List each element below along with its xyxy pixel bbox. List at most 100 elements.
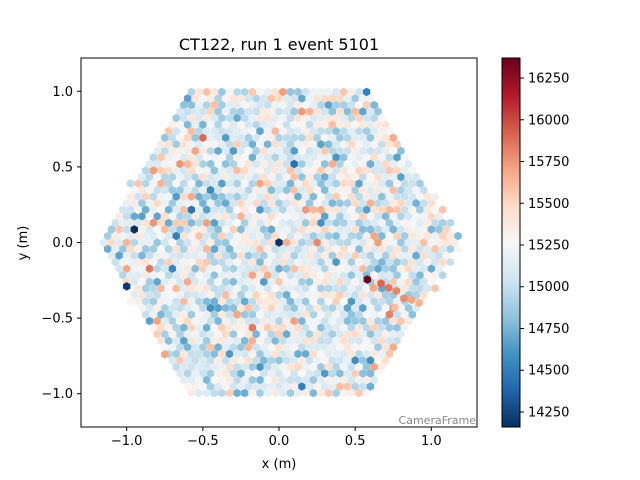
camera-pixel: [233, 323, 241, 332]
camera-pixel: [161, 159, 169, 169]
camera-pixel: [397, 212, 405, 221]
camera-pixel: [286, 153, 295, 162]
camera-pixel: [355, 140, 363, 149]
camera-pixel: [317, 100, 325, 110]
camera-pixel: [237, 316, 245, 326]
camera-pixel: [290, 120, 298, 129]
camera-pixel: [381, 120, 390, 129]
camera-pixel: [340, 113, 348, 123]
camera-pixel: [267, 120, 276, 129]
camera-pixel: [172, 179, 180, 188]
camera-pixel: [187, 349, 196, 359]
camera-pixel: [164, 153, 173, 162]
camera-pixel: [340, 362, 348, 372]
camera-pixel: [271, 323, 279, 332]
camera-pixel: [203, 153, 211, 162]
camera-pixel: [343, 277, 352, 287]
camera-pixel: [233, 349, 241, 359]
camera-pixel: [343, 329, 352, 339]
camera-pixel: [298, 329, 306, 339]
camera-pixel: [321, 159, 329, 169]
camera-pixel: [282, 264, 291, 273]
camera-pixel: [172, 349, 180, 359]
camera-pixel: [336, 133, 344, 142]
colorbar-tick-label: 15000: [528, 280, 569, 295]
camera-pixel: [104, 231, 112, 241]
camera-pixel: [153, 303, 161, 313]
camera-pixel: [142, 257, 150, 267]
camera-pixel: [241, 310, 249, 319]
camera-pixel: [408, 205, 416, 214]
camera-pixel: [347, 244, 355, 254]
camera-pixel: [427, 277, 435, 287]
camera-pixel: [408, 166, 416, 175]
camera-pixel: [203, 297, 211, 306]
camera-pixel: [191, 185, 199, 195]
camera-pixel: [191, 133, 199, 142]
camera-pixel: [332, 310, 340, 319]
camera-pixel: [210, 297, 218, 306]
camera-pixel: [313, 356, 321, 365]
camera-pixel: [381, 172, 390, 182]
camera-pixel: [359, 120, 367, 129]
camera-pixel: [336, 316, 344, 326]
camera-pixel: [153, 185, 161, 195]
camera-pixel: [214, 369, 222, 378]
camera-pixel: [241, 87, 249, 97]
camera-pixel: [408, 284, 416, 293]
camera-pixel: [244, 264, 253, 273]
camera-pixel: [191, 94, 199, 103]
camera-pixel: [172, 231, 180, 241]
camera-pixel: [206, 146, 215, 156]
camera-pixel: [168, 172, 177, 182]
camera-pixel: [214, 238, 222, 247]
camera-pixel: [282, 343, 291, 352]
camera-pixel: [172, 126, 180, 136]
camera-pixel: [256, 284, 264, 293]
camera-pixel: [351, 198, 359, 208]
camera-pixel: [324, 349, 333, 359]
camera-pixel: [183, 382, 192, 391]
camera-pixel: [397, 185, 405, 195]
camera-pixel: [351, 290, 359, 300]
camera-pixel: [244, 146, 253, 156]
camera-pixel: [183, 146, 192, 156]
camera-pixel: [328, 343, 336, 352]
colorbar-tick-label: 16250: [528, 72, 569, 87]
camera-pixel: [343, 382, 352, 391]
camera-pixel: [439, 231, 447, 241]
camera-pixel: [321, 303, 329, 313]
camera-pixel: [210, 310, 218, 319]
camera-pixel: [347, 100, 355, 110]
camera-pixel: [362, 231, 371, 241]
camera-pixel: [374, 120, 382, 129]
camera-pixel: [256, 153, 264, 162]
camera-pixel: [275, 369, 283, 378]
camera-pixel: [282, 225, 291, 234]
camera-pixel: [191, 146, 199, 156]
camera-pixel: [225, 231, 234, 241]
camera-pixel: [271, 166, 279, 175]
camera-pixel: [389, 133, 397, 142]
camera-pixel: [317, 257, 325, 267]
camera-pixel: [267, 369, 276, 378]
camera-pixel: [317, 140, 325, 149]
camera-pixel: [286, 257, 295, 267]
camera-pixel: [290, 133, 298, 142]
camera-pixel: [321, 343, 329, 352]
camera-pixel: [172, 192, 180, 201]
camera-pixel: [347, 192, 355, 201]
camera-pixel: [191, 329, 199, 339]
camera-pixel: [256, 126, 264, 136]
camera-pixel: [142, 192, 150, 201]
camera-pixel: [237, 107, 245, 116]
camera-pixel: [225, 179, 234, 188]
camera-pixel: [302, 271, 310, 280]
camera-pixel: [343, 251, 352, 260]
camera-pixel: [195, 205, 203, 214]
camera-pixel: [309, 179, 317, 188]
camera-pixel: [191, 264, 199, 273]
camera-pixel: [355, 349, 363, 359]
camera-pixel: [317, 87, 325, 97]
camera-pixel: [206, 369, 215, 378]
